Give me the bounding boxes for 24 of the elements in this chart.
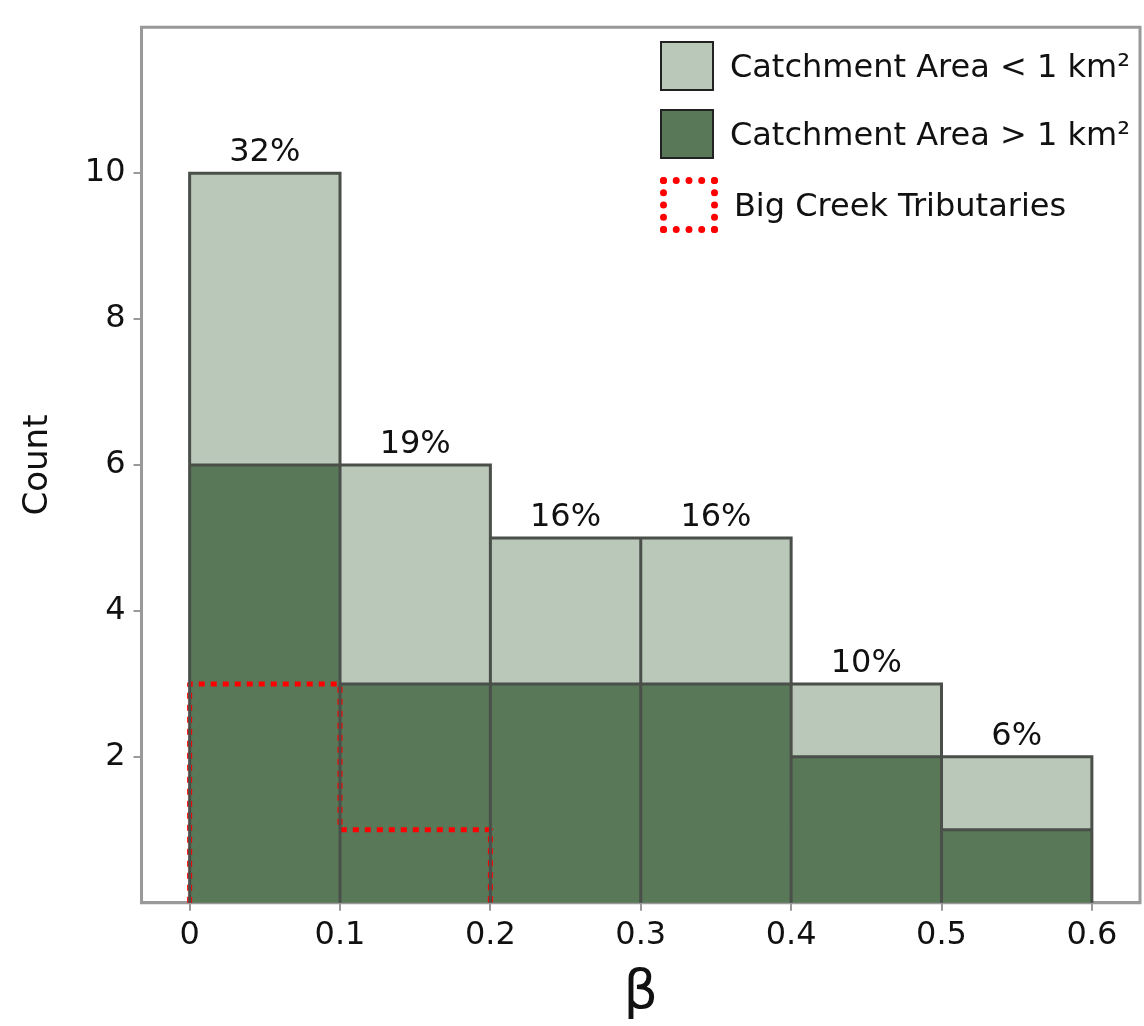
legend-label: Big Creek Tributaries <box>733 186 1067 225</box>
annotation: 6% <box>991 715 1043 754</box>
y-tick-label: 4 <box>105 589 126 628</box>
x-tick-label: 0.1 <box>314 914 366 953</box>
annotation: 10% <box>830 642 902 681</box>
y-axis-title: Count <box>15 414 56 516</box>
y-tick-label: 10 <box>84 151 126 190</box>
x-tick-label: 0.6 <box>1066 914 1118 953</box>
legend-label: Catchment Area > 1 km² <box>729 115 1130 154</box>
annotation: 16% <box>530 496 602 535</box>
annotation: 32% <box>229 131 301 170</box>
x-tick-label: 0.4 <box>765 914 817 953</box>
bar <box>639 682 793 905</box>
y-tick-label: 6 <box>105 443 126 482</box>
x-tick-label: 0.3 <box>615 914 667 953</box>
x-tick-label: 0.5 <box>916 914 967 953</box>
x-tick-label: 0 <box>179 914 200 953</box>
annotation: 16% <box>680 496 752 535</box>
annotation: 19% <box>379 423 451 462</box>
x-tick-label: 0.2 <box>464 914 516 953</box>
y-tick-label: 2 <box>105 735 126 774</box>
y-tick-label: 8 <box>105 297 126 336</box>
legend-label: Catchment Area < 1 km² <box>729 47 1130 86</box>
x-axis-title: β <box>623 957 658 1021</box>
